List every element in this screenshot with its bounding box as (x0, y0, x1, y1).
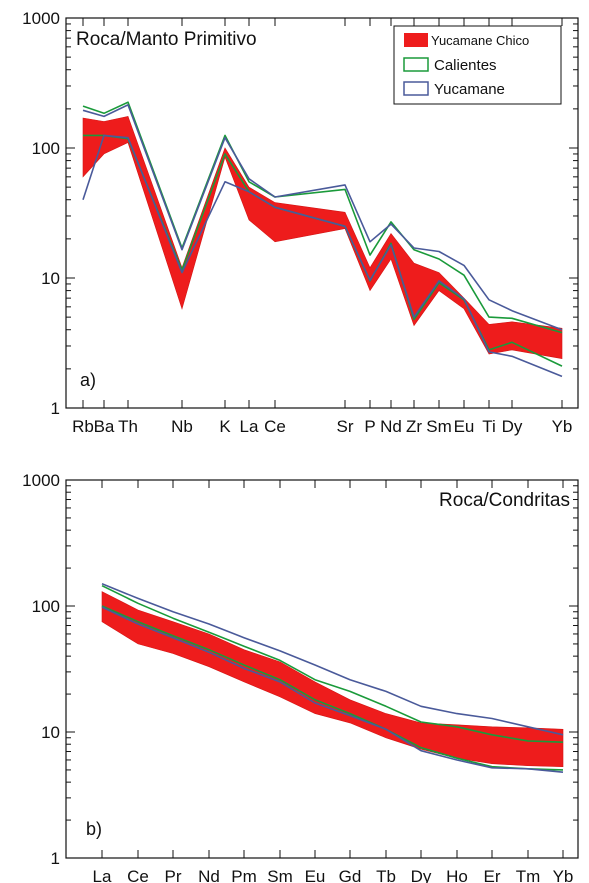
pb-ytick-label-1000: 1000 (22, 471, 60, 490)
pa-xtick-label-k: K (219, 417, 231, 436)
pb-series-yucamane-envelope-lower (101, 606, 564, 773)
chart-panel-a: 1 10 100 1000 Rb Ba Th Nb K La Ce Sr P Nd Zr Sm Eu Ti Dy Y… (22, 9, 579, 436)
pa-xtick-label-yb: Yb (552, 417, 573, 436)
pa-ytick-label-1000: 1000 (22, 9, 60, 28)
pa-series-yucamane-envelope-upper (82, 104, 563, 331)
pa-xtick-label-nd: Nd (380, 417, 402, 436)
pb-band-yucamane-chico (101, 591, 564, 768)
y-tick-labels-b: 1 10 100 1000 (22, 471, 60, 868)
pb-xtick-label-er: Er (484, 867, 501, 883)
pa-xtick-label-p: P (364, 417, 375, 436)
pb-xtick-label-tm: Tm (516, 867, 541, 883)
legend-label-yucamane: Yucamane (434, 81, 505, 98)
pa-ytick-label-10: 10 (41, 269, 60, 288)
pb-xtick-label-dy: Dy (411, 867, 432, 883)
pb-series-calientes-envelope-upper (101, 584, 564, 743)
pb-xtick-label-sm: Sm (267, 867, 293, 883)
x-tick-labels-b: La Ce Pr Nd Pm Sm Eu Gd Tb Dy Ho Er Tm Yb (93, 867, 574, 883)
pa-xtick-label-ce: Ce (264, 417, 286, 436)
panel-label-a: a) (80, 370, 96, 390)
legend-swatch-yucamane-chico (404, 33, 428, 47)
x-tick-labels-a: Rb Ba Th Nb K La Ce Sr P Nd Zr Sm Eu Ti Dy Yb (72, 417, 572, 436)
pb-xtick-label-eu: Eu (305, 867, 326, 883)
line-layer-a (82, 101, 563, 378)
pa-series-yucamane-envelope-lower (82, 134, 563, 378)
pa-xtick-label-eu: Eu (454, 417, 475, 436)
chart-title-a: Roca/Manto Primitivo (76, 29, 257, 50)
line-layer-b (101, 583, 564, 773)
pa-xtick-label-zr: Zr (406, 417, 422, 436)
pb-ytick-label-10: 10 (41, 723, 60, 742)
legend-swatch-yucamane (403, 81, 429, 96)
pb-xtick-label-pm: Pm (231, 867, 257, 883)
pa-band-yucamane-chico (82, 116, 563, 359)
pb-xtick-label-pr: Pr (165, 867, 182, 883)
legend-swatch-calientes (403, 57, 429, 72)
band-layer-b (101, 591, 564, 768)
pb-ytick-label-100: 100 (32, 597, 60, 616)
pb-xtick-label-ho: Ho (446, 867, 468, 883)
pb-xtick-label-ce: Ce (127, 867, 149, 883)
plot-frame-b (65, 479, 579, 859)
plot-frame-a (65, 17, 579, 409)
pa-ytick-label-100: 100 (32, 139, 60, 158)
chart-title-b: Roca/Condritas (439, 490, 570, 511)
pa-xtick-label-nb: Nb (171, 417, 193, 436)
pa-xtick-label-ba: Ba (94, 417, 115, 436)
band-layer-a (82, 116, 563, 359)
axis-ticks-a (66, 18, 578, 409)
pa-xtick-label-ti: Ti (482, 417, 496, 436)
pb-ytick-label-1: 1 (51, 849, 60, 868)
pa-ytick-label-1: 1 (51, 399, 60, 418)
pa-xtick-label-sr: Sr (337, 417, 354, 436)
pb-xtick-label-tb: Tb (376, 867, 396, 883)
pb-xtick-label-gd: Gd (339, 867, 362, 883)
pa-xtick-label-dy: Dy (502, 417, 523, 436)
plot-area-b (66, 480, 578, 858)
pb-xtick-label-nd: Nd (198, 867, 220, 883)
pa-xtick-label-th: Th (118, 417, 138, 436)
pb-series-calientes-envelope-lower (101, 605, 564, 771)
pa-xtick-label-rb: Rb (72, 417, 94, 436)
legend-label-yucamane-chico: Yucamane Chico (431, 33, 529, 48)
legend: Yucamane Chico Calientes Yucamane (393, 25, 562, 105)
legend-label-calientes: Calientes (434, 57, 497, 74)
pa-xtick-label-sm: Sm (426, 417, 452, 436)
y-tick-labels-a: 1 10 100 1000 (22, 9, 60, 418)
pa-xtick-label-la: La (240, 417, 259, 436)
pb-xtick-label-yb: Yb (553, 867, 574, 883)
pb-series-yucamane-envelope-upper (101, 583, 564, 736)
pb-xtick-label-la: La (93, 867, 112, 883)
panel-label-b: b) (86, 819, 102, 839)
